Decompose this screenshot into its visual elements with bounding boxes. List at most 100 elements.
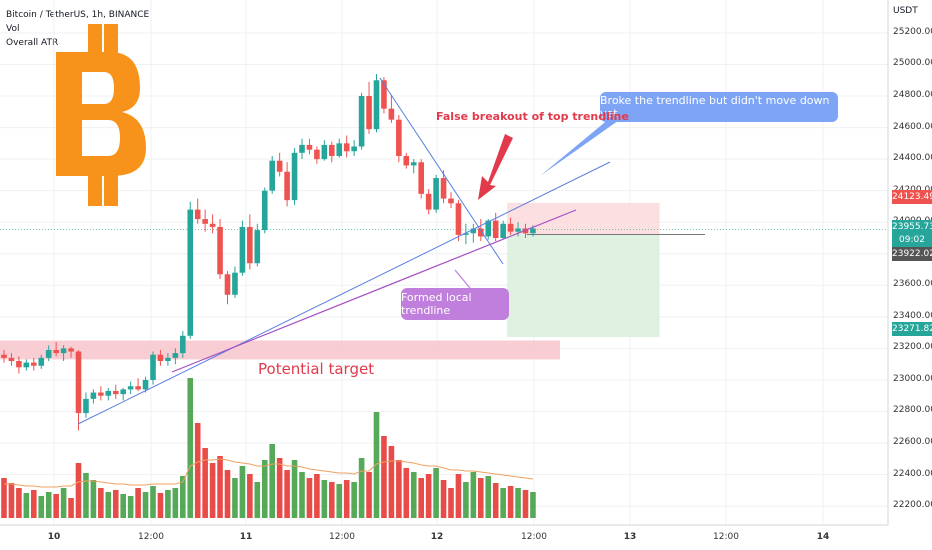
atr-indicator-label[interactable]: Overall ATR: [6, 38, 59, 48]
volume-bar: [261, 460, 268, 518]
volume-bar: [276, 458, 283, 518]
profit-zone: [507, 234, 660, 338]
candle-body: [306, 144, 313, 150]
time-tick-label: 12:00: [329, 532, 355, 542]
price-tag-current: 23955.73: [892, 220, 932, 234]
candle-body: [135, 386, 141, 390]
candle-body: [388, 108, 395, 120]
volume-bar: [269, 444, 275, 518]
candle-body: [478, 228, 484, 237]
volume-bar: [329, 482, 335, 518]
volume-bar: [351, 482, 357, 518]
candle-body: [172, 353, 179, 358]
candle-body: [232, 272, 238, 295]
volume-bar: [254, 482, 261, 518]
price-axis-unit: USDT: [893, 6, 918, 16]
volume-bar: [172, 488, 179, 518]
volume-bar: [507, 486, 514, 518]
volume-bar: [500, 488, 506, 518]
volume-bar: [336, 484, 343, 518]
volume-bar: [135, 488, 141, 518]
candle-body: [142, 379, 149, 390]
candle-body: [358, 96, 365, 147]
volume-bar: [23, 493, 30, 518]
candle-body: [321, 144, 328, 160]
volume-bar: [247, 474, 253, 518]
candle-body: [1, 354, 7, 358]
volume-bar: [217, 456, 223, 518]
time-tick-label: 12:00: [138, 532, 164, 542]
volume-bar: [314, 474, 320, 518]
volume-bar: [112, 490, 119, 518]
volume-bar: [239, 466, 246, 518]
time-tick-label: 12:00: [713, 532, 739, 542]
candle-body: [217, 226, 223, 275]
candle-body: [83, 398, 89, 414]
symbol-label[interactable]: Bitcoin / TetherUS, 1h, BINANCE: [6, 10, 150, 20]
volume-bar: [194, 423, 201, 518]
time-tick-label: 14: [816, 532, 830, 542]
callout-local-trendline[interactable]: Formed local trendline: [401, 288, 509, 320]
candle-body: [381, 80, 387, 109]
volume-bar: [291, 460, 298, 518]
volume-bar: [433, 468, 439, 518]
candle-body: [314, 149, 320, 160]
callout-broke-trendline[interactable]: Broke the trendline but didn't move down…: [600, 92, 838, 122]
volume-bar: [187, 378, 194, 518]
price-tick-label: 22600.00: [893, 437, 932, 448]
candle-body: [485, 220, 492, 237]
volume-bar: [83, 473, 89, 518]
price-tick-label: 25000.00: [893, 58, 932, 69]
price-tick-label: 22800.00: [893, 405, 932, 416]
volume-bar: [515, 488, 521, 518]
candle-body: [247, 226, 253, 264]
candle-body: [165, 357, 171, 362]
volume-indicator-label[interactable]: Vol: [6, 24, 20, 34]
volume-bar: [366, 472, 372, 518]
candle-body: [500, 223, 506, 238]
false-breakout-arrow: [478, 134, 513, 200]
volume-bar: [232, 478, 238, 518]
candle-body: [276, 160, 283, 172]
candle-body: [209, 223, 216, 227]
volume-bar: [157, 493, 164, 518]
volume-bar: [202, 448, 208, 518]
candle-body: [60, 348, 67, 354]
price-tag-target: 23271.82: [892, 322, 932, 336]
volume-bar: [75, 463, 82, 518]
candle-body: [23, 362, 30, 368]
candle-body: [112, 390, 119, 395]
volume-bar: [31, 490, 37, 518]
candle-body: [440, 178, 447, 199]
volume-bar: [150, 486, 156, 518]
potential-target-zone: [0, 340, 560, 360]
local-trendline-pointer: [454, 269, 471, 289]
candle-body: [90, 392, 97, 399]
candle-body: [299, 144, 305, 153]
candle-body: [418, 162, 424, 194]
candle-body: [425, 193, 432, 210]
volume-bar: [485, 476, 492, 518]
volume-bar: [522, 490, 529, 518]
potential-target-note[interactable]: Potential target: [258, 360, 375, 378]
candle-body: [530, 228, 536, 234]
candle-body: [45, 349, 52, 358]
false-breakout-note[interactable]: False breakout of top trendline: [436, 110, 629, 123]
volume-bar: [224, 470, 231, 518]
price-tick-label: 23600.00: [893, 279, 932, 290]
candle-body: [463, 233, 469, 235]
volume-bar: [120, 494, 126, 518]
volume-bar: [410, 472, 417, 518]
candle-body: [492, 220, 499, 238]
price-tag-top: 24123.49: [892, 190, 932, 204]
candle-body: [336, 143, 343, 156]
volume-bar: [396, 460, 402, 518]
candle-body: [329, 144, 335, 156]
candle-body: [366, 96, 372, 130]
volume-bar: [105, 492, 112, 518]
volume-bar: [530, 492, 536, 518]
volume-bar: [127, 496, 134, 518]
volume-bar: [165, 490, 171, 518]
candle-body: [291, 152, 298, 201]
